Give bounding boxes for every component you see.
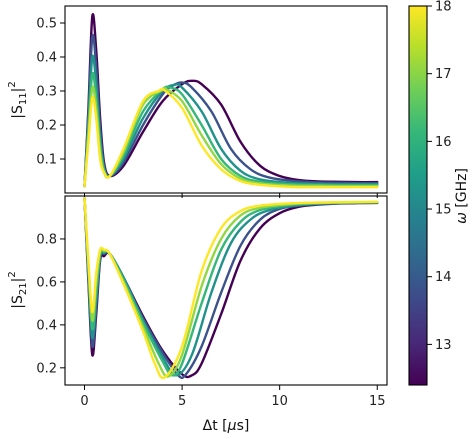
bottom-x-tick-label: 10 [271,394,288,409]
colorbar-tick-label: 15 [435,203,452,218]
panel-top: 0.1 0.2 0.3 0.4 0.5 |S11|2 [7,5,388,198]
bottom-series-lines [83,196,379,380]
top-series-lines [83,12,379,189]
colorbar-tick-label: 18 [435,0,452,15]
colorbar-tick-label: 13 [435,338,452,353]
top-series-line-5 [83,87,379,189]
colorbar-fill [409,6,427,385]
colorbar-label: ω [GHz] [454,168,470,224]
bottom-x-tick-label: 15 [369,394,386,409]
x-axis-label: Δt [μs] [203,418,250,434]
bottom-y-tick-label: 0.6 [36,275,57,290]
top-y-tick-label: 0.3 [36,85,57,100]
top-y-tick-label: 0.2 [36,119,57,134]
top-series-line-1 [83,33,379,188]
colorbar-tick-label: 16 [435,135,452,150]
colorbar-frame [408,5,428,386]
colorbar-ticks: 13 14 15 16 17 18 [427,0,452,353]
bottom-x-tick-label: 0 [80,394,88,409]
top-y-ticks: 0.1 0.2 0.3 0.4 0.5 [36,17,65,168]
top-y-tick-label: 0.4 [36,51,57,66]
bottom-axes-frame [64,195,388,386]
bottom-y-tick-label: 0.8 [36,232,57,247]
colorbar-tick-label: 17 [435,67,452,82]
colorbar-tick-label: 14 [435,270,452,285]
top-series-line-3 [83,71,379,188]
bottom-x-tick-label: 5 [178,394,186,409]
bottom-y-tick-label: 0.4 [36,318,57,333]
colorbar: 13 14 15 16 17 18 ω [GHz] [408,0,470,386]
bottom-x-ticks: 0 5 10 15 [80,385,386,409]
bottom-y-tick-label: 0.2 [36,361,57,376]
top-y-tick-label: 0.5 [36,17,57,32]
bottom-y-axis-label: |S21|2 [7,271,29,308]
bottom-series-line-5 [83,196,379,380]
top-y-axis-label: |S11|2 [7,81,29,118]
bottom-y-ticks: 0.2 0.4 0.6 0.8 [36,232,65,376]
top-y-tick-label: 0.1 [36,153,57,168]
panel-bottom: 0.2 0.4 0.6 0.8 0 5 10 15 |S21|2 Δt [μs] [7,195,388,434]
top-axes-frame [64,5,388,194]
